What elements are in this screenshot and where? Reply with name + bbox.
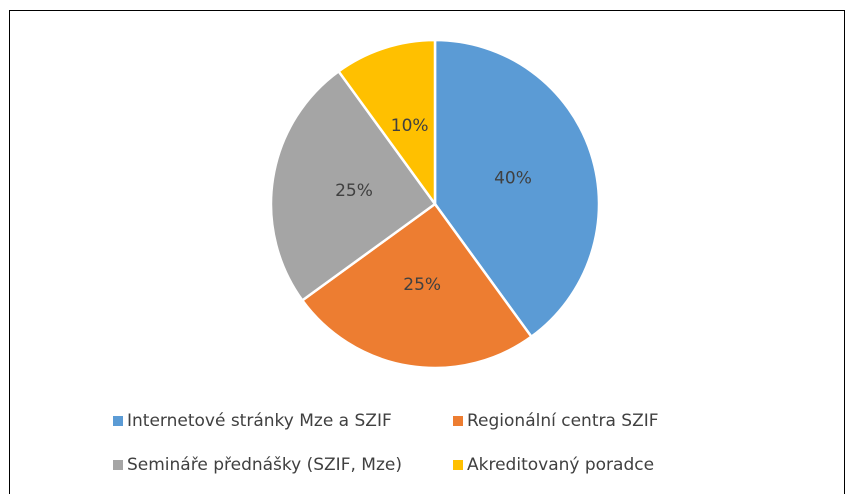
legend-label: Regionální centra SZIF bbox=[467, 411, 659, 431]
data-label: 10% bbox=[391, 116, 429, 136]
legend-label: Internetové stránky Mze a SZIF bbox=[127, 411, 392, 431]
pie-slice bbox=[300, 202, 534, 370]
legend-swatch bbox=[113, 460, 123, 470]
legend-swatch bbox=[453, 460, 463, 470]
pie-slice bbox=[336, 38, 437, 208]
legend-swatch bbox=[453, 416, 463, 426]
legend-label: Semináře přednášky (SZIF, Mze) bbox=[127, 455, 402, 475]
legend-label: Akreditovaný poradce bbox=[467, 455, 654, 475]
legend-swatch bbox=[113, 416, 123, 426]
pie-slice bbox=[269, 69, 437, 303]
data-label: 25% bbox=[335, 181, 373, 201]
data-label: 40% bbox=[494, 169, 532, 189]
data-label: 25% bbox=[403, 275, 441, 295]
pie-slice bbox=[433, 38, 601, 339]
